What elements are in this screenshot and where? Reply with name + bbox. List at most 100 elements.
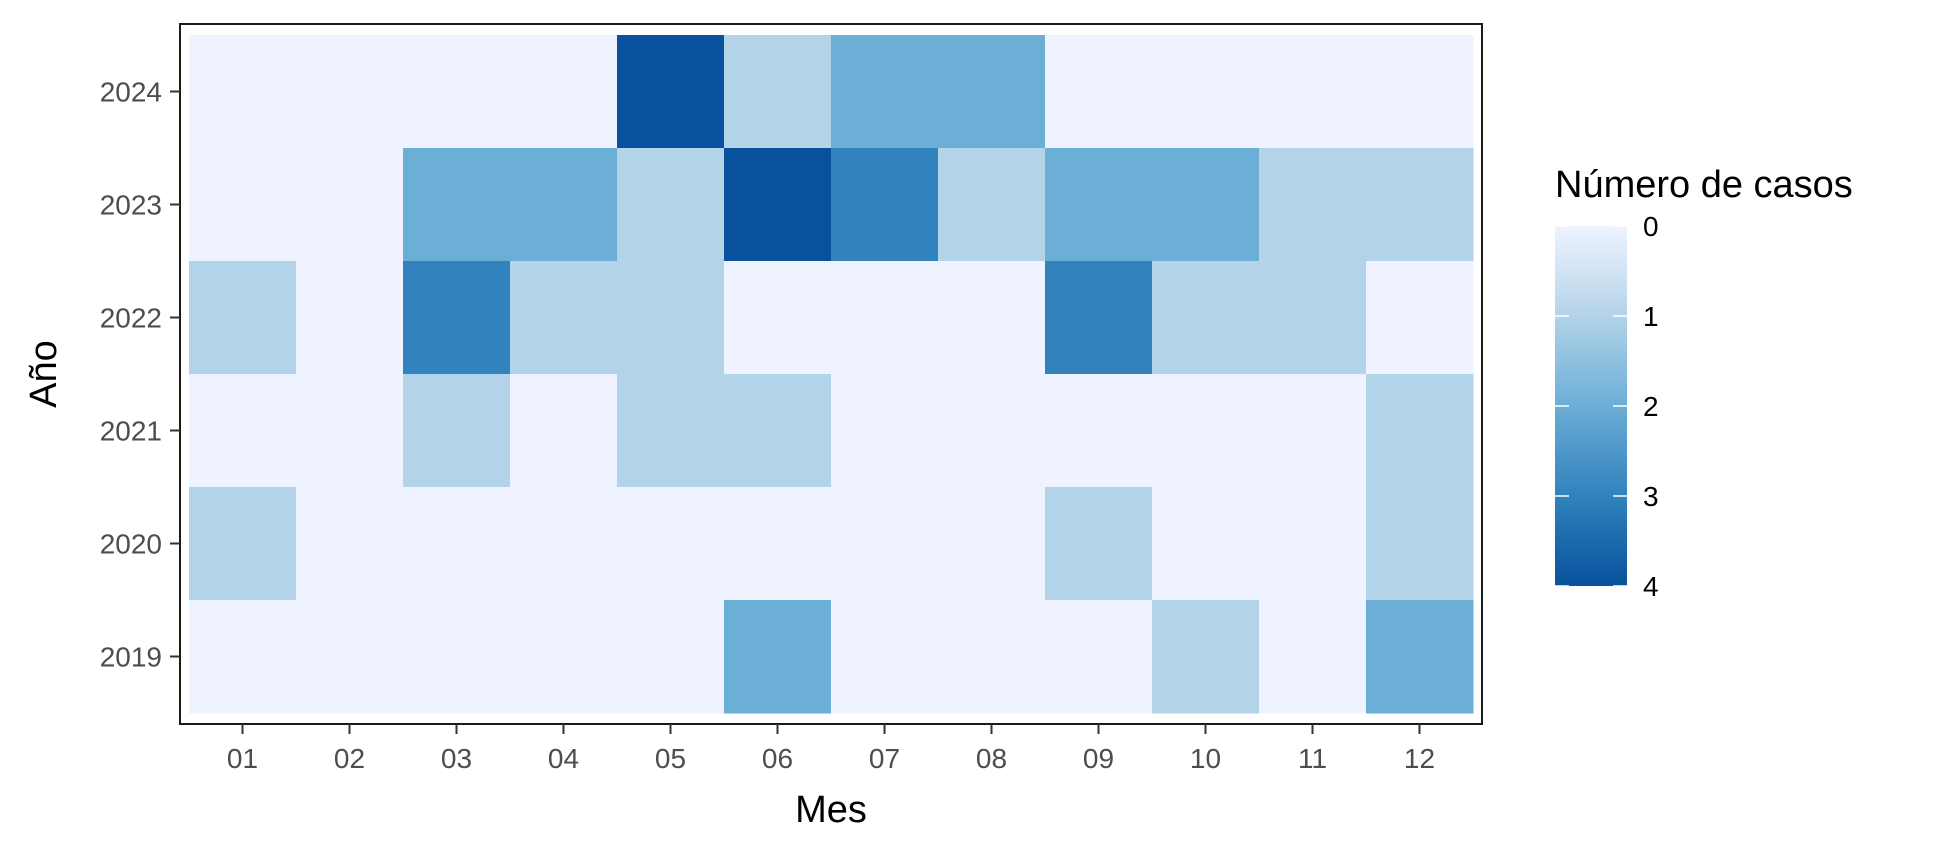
heatmap-cell-2023-02: [296, 148, 404, 262]
heatmap-cell-2024-11: [1259, 35, 1367, 149]
heatmap-cell-2020-07: [831, 487, 939, 601]
heatmap-cell-2024-01: [189, 35, 297, 149]
heatmap-cell-2024-05: [617, 35, 725, 149]
x-tick-label-12: 12: [1404, 743, 1435, 774]
x-axis: 01 02 03 04 05 06 07 08 09 10 11 12: [227, 724, 1435, 774]
heatmap-cell-2024-12: [1366, 35, 1474, 149]
heatmap-cell-2021-11: [1259, 374, 1367, 488]
heatmap-cell-2020-06: [724, 487, 832, 601]
heatmap-cell-2024-09: [1045, 35, 1153, 149]
x-axis-title: Mes: [795, 789, 867, 831]
legend-tick-label-4: 4: [1643, 571, 1659, 602]
heatmap-cell-2020-02: [296, 487, 404, 601]
heatmap-cell-2023-06: [724, 148, 832, 262]
heatmap-cell-2019-09: [1045, 600, 1153, 714]
heatmap-cell-2020-01: [189, 487, 297, 601]
x-tick-label-02: 02: [334, 743, 365, 774]
heatmap-cell-2024-04: [510, 35, 618, 149]
heatmap-cell-2022-08: [938, 261, 1046, 375]
x-tick-label-05: 05: [655, 743, 686, 774]
heatmap-cell-2021-03: [403, 374, 511, 488]
x-tick-label-09: 09: [1083, 743, 1114, 774]
heatmap-cell-2020-11: [1259, 487, 1367, 601]
heatmap-cell-2021-08: [938, 374, 1046, 488]
heatmap-cell-2020-12: [1366, 487, 1474, 601]
heatmap-cell-2021-09: [1045, 374, 1153, 488]
heatmap-cell-2019-06: [724, 600, 832, 714]
heatmap-cell-2019-07: [831, 600, 939, 714]
x-tick-label-03: 03: [441, 743, 472, 774]
heatmap-cell-2021-12: [1366, 374, 1474, 488]
color-legend: Número de casos 0 1 2 3 4: [1555, 164, 1853, 602]
heatmap-cell-2022-11: [1259, 261, 1367, 375]
heatmap-cell-2020-03: [403, 487, 511, 601]
heatmap-cells: [189, 35, 1474, 714]
y-tick-label-2024: 2024: [100, 77, 162, 108]
x-tick-label-01: 01: [227, 743, 258, 774]
heatmap-cell-2022-10: [1152, 261, 1260, 375]
heatmap-cell-2023-05: [617, 148, 725, 262]
heatmap-cell-2022-07: [831, 261, 939, 375]
heatmap-cell-2023-12: [1366, 148, 1474, 262]
legend-title: Número de casos: [1555, 164, 1853, 206]
heatmap-cell-2022-05: [617, 261, 725, 375]
heatmap-cell-2023-01: [189, 148, 297, 262]
x-tick-label-11: 11: [1298, 743, 1327, 774]
y-tick-label-2023: 2023: [100, 190, 162, 221]
heatmap-cell-2024-03: [403, 35, 511, 149]
x-tick-label-06: 06: [762, 743, 793, 774]
heatmap-cell-2019-12: [1366, 600, 1474, 714]
heatmap-cell-2023-10: [1152, 148, 1260, 262]
heatmap-cell-2023-08: [938, 148, 1046, 262]
heatmap-cell-2024-06: [724, 35, 832, 149]
x-tick-label-04: 04: [548, 743, 579, 774]
y-axis: 2024 2023 2022 2021 2020 2019: [100, 77, 180, 673]
heatmap-cell-2024-07: [831, 35, 939, 149]
heatmap-cell-2019-08: [938, 600, 1046, 714]
heatmap-cell-2021-07: [831, 374, 939, 488]
heatmap-cell-2023-04: [510, 148, 618, 262]
heatmap-cell-2021-10: [1152, 374, 1260, 488]
legend-ticks: 0 1 2 3 4: [1555, 211, 1659, 602]
heatmap-cell-2022-06: [724, 261, 832, 375]
legend-tick-label-1: 1: [1643, 301, 1659, 332]
heatmap-cell-2022-04: [510, 261, 618, 375]
heatmap-cell-2021-06: [724, 374, 832, 488]
heatmap-cell-2020-08: [938, 487, 1046, 601]
x-tick-label-10: 10: [1190, 743, 1221, 774]
legend-tick-label-0: 0: [1643, 211, 1659, 242]
heatmap-cell-2023-11: [1259, 148, 1367, 262]
x-tick-label-07: 07: [869, 743, 900, 774]
y-tick-label-2022: 2022: [100, 303, 162, 334]
heatmap-cell-2019-04: [510, 600, 618, 714]
heatmap-cell-2024-02: [296, 35, 404, 149]
heatmap-cell-2021-05: [617, 374, 725, 488]
heatmap-cell-2020-04: [510, 487, 618, 601]
plot-panel-border: [179, 23, 1483, 725]
y-tick-label-2020: 2020: [100, 529, 162, 560]
heatmap-cell-2023-07: [831, 148, 939, 262]
heatmap-cell-2022-03: [403, 261, 511, 375]
heatmap-cell-2022-01: [189, 261, 297, 375]
heatmap-cell-2024-10: [1152, 35, 1260, 149]
heatmap-cell-2021-02: [296, 374, 404, 488]
heatmap-cell-2022-02: [296, 261, 404, 375]
y-tick-label-2021: 2021: [100, 416, 162, 447]
y-axis-title: Año: [23, 340, 65, 408]
x-tick-label-08: 08: [976, 743, 1007, 774]
heatmap-cell-2019-02: [296, 600, 404, 714]
heatmap-cell-2019-11: [1259, 600, 1367, 714]
heatmap-cell-2023-03: [403, 148, 511, 262]
heatmap-cell-2021-04: [510, 374, 618, 488]
heatmap-cell-2019-03: [403, 600, 511, 714]
heatmap-cell-2019-05: [617, 600, 725, 714]
heatmap-cell-2020-10: [1152, 487, 1260, 601]
heatmap-cell-2020-09: [1045, 487, 1153, 601]
y-tick-label-2019: 2019: [100, 642, 162, 673]
heatmap-cell-2022-12: [1366, 261, 1474, 375]
heatmap-cell-2020-05: [617, 487, 725, 601]
legend-tick-label-3: 3: [1643, 481, 1659, 512]
heatmap-cell-2024-08: [938, 35, 1046, 149]
heatmap-cell-2019-01: [189, 600, 297, 714]
